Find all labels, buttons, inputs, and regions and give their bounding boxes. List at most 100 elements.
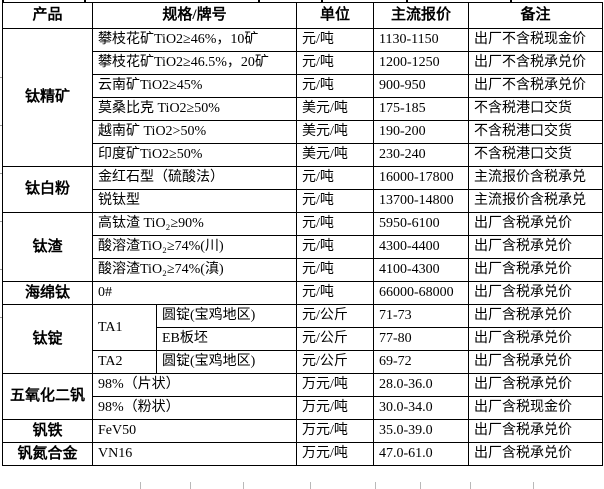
price-cell[interactable]: 35.0-39.0: [373, 419, 470, 443]
unit-cell[interactable]: 万元/吨: [296, 419, 375, 443]
spec-cell[interactable]: 圆锭(宝鸡地区): [155, 304, 298, 328]
table-row: 酸溶渣TiO₂≥74%(川) 元/吨 4300-4400 出厂含税承兑价: [3, 235, 604, 259]
price-cell[interactable]: 5950-6100: [373, 212, 470, 236]
note-cell[interactable]: 不含税港口交货: [468, 143, 604, 167]
spec-cell[interactable]: 印度矿TiO2≥50%: [91, 143, 298, 167]
product-cell[interactable]: 钒铁: [2, 419, 93, 443]
col-header-product[interactable]: 产品: [2, 2, 93, 29]
price-cell[interactable]: 1130-1150: [373, 28, 470, 52]
unit-cell[interactable]: 元/公斤: [296, 327, 375, 351]
price-cell[interactable]: 71-73: [373, 304, 470, 328]
note-cell[interactable]: 出厂含税承兑价: [468, 304, 604, 328]
spec-cell[interactable]: 攀枝花矿TiO2≥46%，10矿: [91, 28, 298, 52]
table-row: 钒氮合金 VN16 万元/吨 47.0-61.0 出厂含税承兑价: [2, 442, 604, 466]
price-cell[interactable]: 900-950: [373, 74, 470, 98]
unit-cell[interactable]: 元/吨: [296, 28, 375, 52]
table-row: 锐钛型 元/吨 13700-14800 主流报价含税承兑: [3, 189, 604, 213]
unit-cell[interactable]: 元/公斤: [296, 350, 375, 374]
note-cell[interactable]: 不含税港口交货: [468, 97, 604, 121]
price-cell[interactable]: 77-80: [373, 327, 470, 351]
gridline-stub: [533, 482, 534, 489]
note-cell[interactable]: 出厂含税承兑价: [468, 350, 604, 374]
spec-cell[interactable]: 酸溶渣TiO₂≥74%(滇): [91, 258, 298, 282]
product-cell[interactable]: 钛精矿: [2, 28, 93, 167]
price-cell[interactable]: 1200-1250: [373, 51, 470, 75]
table-row: 钒铁 FeV50 万元/吨 35.0-39.0 出厂含税承兑价: [2, 419, 604, 443]
spec-cell[interactable]: VN16: [91, 442, 298, 466]
unit-cell[interactable]: 万元/吨: [296, 442, 375, 466]
note-cell[interactable]: 出厂含税承兑价: [468, 212, 604, 236]
unit-cell[interactable]: 元/吨: [296, 258, 375, 282]
col-header-price[interactable]: 主流报价: [373, 2, 470, 29]
note-cell[interactable]: 不含税港口交货: [468, 120, 604, 144]
note-cell[interactable]: 出厂不含税承兑价: [468, 51, 604, 75]
unit-cell[interactable]: 元/吨: [296, 74, 375, 98]
unit-cell[interactable]: 元/吨: [296, 189, 375, 213]
unit-cell[interactable]: 万元/吨: [296, 373, 375, 397]
product-cell[interactable]: 钛渣: [2, 212, 93, 282]
note-cell[interactable]: 主流报价含税承兑: [468, 189, 604, 213]
product-cell[interactable]: 五氧化二钒: [2, 373, 93, 420]
price-cell[interactable]: 4100-4300: [373, 258, 470, 282]
spec-cell[interactable]: EB板坯: [155, 327, 298, 351]
spec-cell[interactable]: 圆锭(宝鸡地区): [155, 350, 298, 374]
product-cell[interactable]: 钛锭: [2, 304, 93, 374]
spec-cell[interactable]: FeV50: [91, 419, 298, 443]
note-cell[interactable]: 出厂含税承兑价: [468, 281, 604, 305]
note-cell[interactable]: 出厂含税承兑价: [468, 235, 604, 259]
note-cell[interactable]: 出厂含税承兑价: [468, 442, 604, 466]
price-cell[interactable]: 13700-14800: [373, 189, 470, 213]
table-row: 攀枝花矿TiO2≥46.5%，20矿 元/吨 1200-1250 出厂不含税承兑…: [3, 51, 604, 75]
price-cell[interactable]: 66000-68000: [373, 281, 470, 305]
price-cell[interactable]: 69-72: [373, 350, 470, 374]
unit-cell[interactable]: 美元/吨: [296, 97, 375, 121]
unit-cell[interactable]: 万元/吨: [296, 396, 375, 420]
spec-grade-cell[interactable]: TA1: [92, 304, 157, 351]
note-cell[interactable]: 出厂不含税现金价: [468, 28, 604, 52]
unit-cell[interactable]: 元/吨: [296, 281, 375, 305]
col-header-note[interactable]: 备注: [468, 2, 604, 29]
spec-cell[interactable]: 0#: [91, 281, 298, 305]
unit-cell[interactable]: 元/吨: [296, 235, 375, 259]
spec-cell[interactable]: 酸溶渣TiO₂≥74%(川): [91, 235, 298, 259]
note-cell[interactable]: 出厂含税现金价: [468, 396, 604, 420]
unit-cell[interactable]: 美元/吨: [296, 120, 375, 144]
product-cell[interactable]: 钒氮合金: [2, 442, 93, 466]
note-cell[interactable]: 出厂含税承兑价: [468, 258, 604, 282]
spec-cell[interactable]: 云南矿TiO2≥45%: [91, 74, 298, 98]
price-cell[interactable]: 175-185: [373, 97, 470, 121]
unit-cell[interactable]: 元/吨: [296, 212, 375, 236]
unit-cell[interactable]: 元/公斤: [296, 304, 375, 328]
col-header-spec[interactable]: 规格/牌号: [91, 2, 298, 29]
unit-cell[interactable]: 元/吨: [296, 51, 375, 75]
note-cell[interactable]: 出厂含税承兑价: [468, 373, 604, 397]
price-cell[interactable]: 230-240: [373, 143, 470, 167]
price-cell[interactable]: 4300-4400: [373, 235, 470, 259]
note-cell[interactable]: 主流报价含税承兑: [468, 166, 604, 190]
gridline-stub: [0, 317, 2, 318]
spec-cell[interactable]: 攀枝花矿TiO2≥46.5%，20矿: [91, 51, 298, 75]
gridline-stub: [510, 0, 512, 2]
note-cell[interactable]: 出厂含税承兑价: [468, 327, 604, 351]
price-cell[interactable]: 47.0-61.0: [373, 442, 470, 466]
spec-cell[interactable]: 莫桑比克 TiO2≥50%: [91, 97, 298, 121]
price-table: 产品 规格/牌号 单位 主流报价 备注 钛精矿 攀枝花矿TiO2≥46%，10矿…: [2, 2, 604, 466]
price-cell[interactable]: 28.0-36.0: [373, 373, 470, 397]
price-cell[interactable]: 30.0-34.0: [373, 396, 470, 420]
unit-cell[interactable]: 美元/吨: [296, 143, 375, 167]
spec-cell[interactable]: 金红石型（硫酸法）: [91, 166, 298, 190]
spec-cell[interactable]: 98%（粉状）: [91, 396, 298, 420]
price-cell[interactable]: 190-200: [373, 120, 470, 144]
spec-cell[interactable]: 高钛渣 TiO₂≥90%: [91, 212, 298, 236]
product-cell[interactable]: 海绵钛: [2, 281, 93, 305]
spec-cell[interactable]: 锐钛型: [91, 189, 298, 213]
unit-cell[interactable]: 元/吨: [296, 166, 375, 190]
product-cell[interactable]: 钛白粉: [2, 166, 93, 213]
price-cell[interactable]: 16000-17800: [373, 166, 470, 190]
spec-grade-cell[interactable]: TA2: [92, 350, 157, 374]
col-header-unit[interactable]: 单位: [296, 2, 375, 29]
note-cell[interactable]: 出厂含税承兑价: [468, 419, 604, 443]
spec-cell[interactable]: 98%（片状）: [91, 373, 298, 397]
note-cell[interactable]: 出厂不含税承兑价: [468, 74, 604, 98]
spec-cell[interactable]: 越南矿 TiO2>50%: [91, 120, 298, 144]
